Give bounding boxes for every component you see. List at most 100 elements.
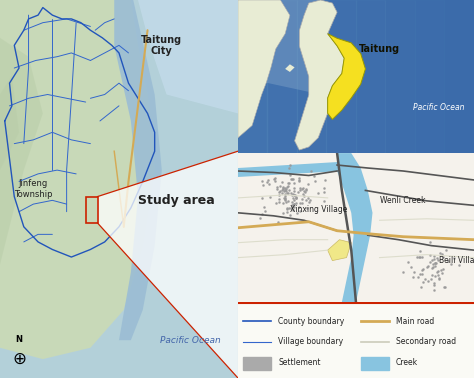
Point bbox=[283, 190, 291, 196]
Bar bbox=[243, 357, 271, 370]
Point bbox=[283, 184, 291, 190]
Point bbox=[281, 192, 289, 198]
Point bbox=[299, 191, 307, 197]
Point bbox=[295, 175, 302, 181]
Point bbox=[417, 248, 424, 254]
Point bbox=[288, 205, 295, 211]
Point bbox=[438, 270, 446, 276]
Point bbox=[424, 278, 432, 284]
Point bbox=[314, 190, 322, 196]
Point bbox=[431, 260, 438, 266]
Point bbox=[310, 173, 318, 179]
Point bbox=[285, 180, 293, 186]
Point bbox=[440, 284, 448, 290]
Point bbox=[307, 168, 315, 174]
Point bbox=[413, 254, 420, 260]
Point bbox=[428, 265, 436, 271]
Polygon shape bbox=[0, 38, 43, 265]
Point bbox=[270, 176, 278, 182]
Point bbox=[291, 201, 298, 208]
Point bbox=[301, 189, 309, 195]
Point bbox=[426, 259, 433, 265]
Point bbox=[281, 197, 289, 203]
Point bbox=[288, 198, 295, 204]
Point bbox=[423, 264, 431, 270]
Point bbox=[450, 255, 458, 261]
Point bbox=[438, 266, 445, 273]
Point bbox=[263, 179, 271, 185]
Bar bbox=[238, 0, 267, 153]
Point bbox=[276, 188, 283, 194]
Point bbox=[430, 282, 438, 288]
Point bbox=[425, 263, 432, 269]
Point bbox=[430, 253, 438, 259]
Point bbox=[321, 177, 328, 183]
Text: ⊕: ⊕ bbox=[12, 350, 26, 368]
Bar bbox=[445, 0, 474, 153]
Point bbox=[320, 185, 328, 191]
Point bbox=[289, 206, 297, 212]
Point bbox=[291, 187, 298, 194]
Point bbox=[283, 206, 291, 212]
Point bbox=[293, 210, 301, 216]
Point bbox=[286, 163, 293, 169]
Point bbox=[421, 276, 428, 282]
Point bbox=[296, 208, 304, 214]
Point bbox=[298, 200, 306, 206]
Point bbox=[258, 195, 265, 201]
Point bbox=[256, 215, 264, 221]
Point bbox=[282, 191, 289, 197]
Point bbox=[289, 191, 296, 197]
Point bbox=[410, 269, 418, 275]
Point bbox=[273, 200, 280, 206]
Point bbox=[292, 195, 300, 201]
Point bbox=[261, 208, 269, 214]
Point bbox=[279, 186, 287, 192]
Point bbox=[286, 172, 294, 178]
Point bbox=[292, 192, 299, 198]
Point bbox=[430, 287, 438, 293]
Point bbox=[285, 187, 293, 193]
Point bbox=[287, 176, 295, 182]
Point bbox=[431, 260, 439, 266]
Point bbox=[271, 175, 278, 181]
Point bbox=[271, 178, 279, 184]
Point bbox=[435, 275, 442, 281]
Point bbox=[280, 195, 287, 201]
Point bbox=[418, 267, 425, 273]
Point bbox=[281, 188, 288, 194]
Point bbox=[428, 264, 436, 270]
Point bbox=[419, 271, 426, 277]
Point bbox=[285, 165, 292, 171]
Point bbox=[419, 279, 427, 285]
Point bbox=[281, 186, 289, 192]
Point bbox=[288, 202, 296, 208]
Bar bbox=[415, 0, 445, 153]
Point bbox=[266, 194, 273, 200]
Point bbox=[283, 186, 290, 192]
Point bbox=[400, 269, 407, 275]
Text: Study area: Study area bbox=[138, 194, 215, 207]
Text: Creek: Creek bbox=[396, 358, 418, 367]
Point bbox=[295, 177, 303, 183]
Point bbox=[290, 180, 297, 186]
Point bbox=[273, 186, 280, 192]
Point bbox=[291, 197, 298, 203]
Point bbox=[431, 263, 438, 269]
Text: Xinxing Village: Xinxing Village bbox=[290, 205, 347, 214]
Polygon shape bbox=[114, 0, 162, 340]
Point bbox=[279, 191, 286, 197]
Polygon shape bbox=[337, 153, 373, 302]
Point bbox=[295, 204, 302, 210]
Point bbox=[447, 262, 455, 268]
Point bbox=[276, 183, 284, 189]
Point bbox=[430, 280, 438, 286]
Polygon shape bbox=[328, 240, 351, 260]
Point bbox=[408, 264, 415, 270]
Point bbox=[290, 184, 298, 191]
Bar bbox=[327, 0, 356, 153]
Text: Pacific Ocean: Pacific Ocean bbox=[160, 336, 221, 345]
Point bbox=[438, 251, 446, 257]
Point bbox=[296, 200, 304, 206]
Point bbox=[279, 200, 287, 206]
